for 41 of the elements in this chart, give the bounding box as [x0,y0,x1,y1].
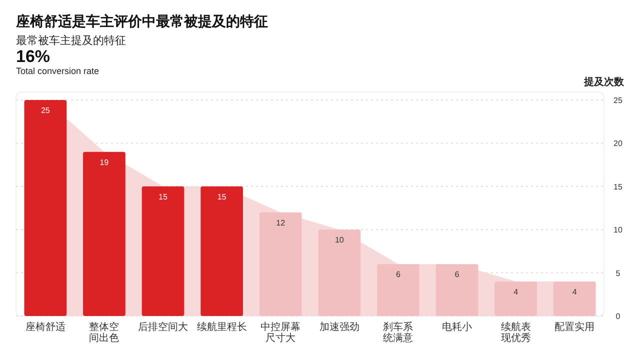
bar [24,100,67,316]
chart-subtitle: 最常被车主提及的特征 [16,34,126,47]
x-tick-label: 电耗小 [442,321,472,333]
y-tick-label: 20 [614,139,623,148]
data-label: 4 [514,287,519,296]
x-tick-label: 续航里程长 [196,321,247,333]
bar [142,186,184,316]
y-tick-label: 25 [614,96,623,105]
y-tick-label: 5 [616,268,621,278]
bar [494,281,537,316]
y-axis-title: 提及次数 [583,76,625,88]
data-label: 15 [217,192,227,202]
bar [83,152,126,316]
bar [318,230,361,316]
bar [259,212,302,316]
text: 16% [16,47,50,66]
bar [200,186,243,316]
x-tick-label: 刹车系统满意 [383,321,414,344]
bar [377,264,420,316]
data-label: 12 [276,218,286,228]
x-tick-label: 后排空间大 [138,321,188,333]
x-tick-label: 中控屏幕尺寸大 [260,321,301,344]
x-tick-label: 配置实用 [554,321,595,333]
y-tick-label: 0 [616,312,621,321]
bar [553,281,596,316]
bar [436,264,478,316]
data-label: 10 [334,236,344,245]
data-label: 6 [454,270,460,280]
x-tick-label: 整体空间出色 [89,321,120,344]
y-tick-label: 15 [614,182,623,192]
x-tick-label: 加速强劲 [319,321,360,333]
data-label: 19 [100,158,110,167]
x-tick-label: 续航表现优秀 [500,321,531,344]
data-label: 6 [396,270,401,280]
data-label: 4 [572,287,578,296]
x-tick-label: 座椅舒适 [25,321,66,333]
data-label: 15 [158,192,168,202]
chart-title: 座椅舒适是车主评价中最常被提及的特征 [15,13,268,29]
y-tick-label: 10 [614,226,623,235]
data-label: 25 [40,106,50,115]
text: Total conversion rate [16,66,100,76]
